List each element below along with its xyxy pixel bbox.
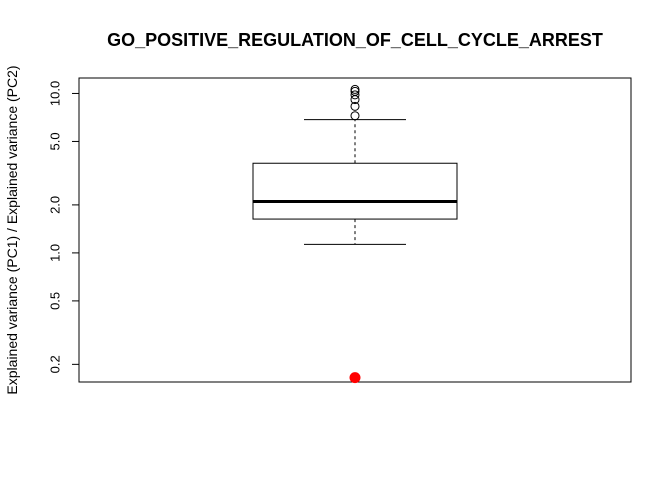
outlier-point bbox=[350, 84, 360, 94]
y-tick-label: 10.0 bbox=[47, 81, 62, 106]
y-tick-label: 5.0 bbox=[47, 132, 62, 150]
outlier-point bbox=[350, 90, 360, 100]
y-tick-label: 0.2 bbox=[47, 355, 62, 373]
highlight-group bbox=[349, 372, 361, 384]
plot-frame bbox=[78, 77, 632, 383]
y-axis-label: Explained variance (PC1) / Explained var… bbox=[4, 65, 20, 394]
highlight-point bbox=[349, 372, 361, 384]
y-tick-label: 1.0 bbox=[47, 244, 62, 262]
box-group bbox=[252, 119, 458, 245]
outlier-point bbox=[350, 101, 360, 111]
outlier-point bbox=[350, 111, 360, 121]
chart-title: GO_POSITIVE_REGULATION_OF_CELL_CYCLE_ARR… bbox=[107, 30, 603, 50]
outliers-group bbox=[350, 84, 360, 121]
y-tick-label: 0.5 bbox=[47, 292, 62, 310]
y-tick-label: 2.0 bbox=[47, 196, 62, 214]
y-axis: 0.2 0.5 1.0 2.0 5.0 10.0 bbox=[47, 81, 80, 373]
iqr-box bbox=[252, 162, 458, 220]
